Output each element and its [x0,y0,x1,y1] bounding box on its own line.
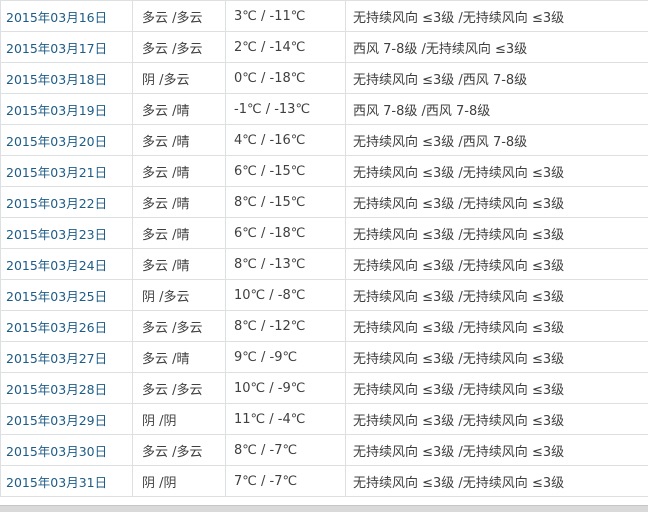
wind-cell: 无持续风向 ≤3级 /无持续风向 ≤3级 [345,465,648,497]
wind-cell: 无持续风向 ≤3级 /无持续风向 ≤3级 [345,0,648,32]
table-row: 2015年03月31日 阴 /阴 7℃ / -7℃ 无持续风向 ≤3级 /无持续… [0,465,648,497]
date-link[interactable]: 2015年03月25日 [6,288,108,304]
date-cell: 2015年03月16日 [0,0,133,32]
date-cell: 2015年03月30日 [0,434,133,466]
wind-cell: 无持续风向 ≤3级 /无持续风向 ≤3级 [345,341,648,373]
temperature-cell: 10℃ / -9℃ [225,372,346,404]
date-cell: 2015年03月27日 [0,341,133,373]
wind-cell: 无持续风向 ≤3级 /无持续风向 ≤3级 [345,186,648,218]
date-link[interactable]: 2015年03月20日 [6,133,108,149]
wind-cell: 无持续风向 ≤3级 /无持续风向 ≤3级 [345,279,648,311]
date-cell: 2015年03月28日 [0,372,133,404]
date-link[interactable]: 2015年03月23日 [6,226,108,242]
temperature-cell: 8℃ / -7℃ [225,434,346,466]
table-row: 2015年03月21日 多云 /晴 6℃ / -15℃ 无持续风向 ≤3级 /无… [0,155,648,187]
date-link[interactable]: 2015年03月27日 [6,350,108,366]
temperature-cell: 2℃ / -14℃ [225,31,346,63]
date-link[interactable]: 2015年03月24日 [6,257,108,273]
weather-cell: 多云 /多云 [132,31,226,63]
wind-cell: 无持续风向 ≤3级 /无持续风向 ≤3级 [345,248,648,280]
table-row: 2015年03月19日 多云 /晴 -1℃ / -13℃ 西风 7-8级 /西风… [0,93,648,125]
weather-cell: 多云 /晴 [132,124,226,156]
wind-cell: 西风 7-8级 /西风 7-8级 [345,93,648,125]
weather-cell: 阴 /多云 [132,62,226,94]
weather-cell: 多云 /晴 [132,186,226,218]
date-cell: 2015年03月31日 [0,465,133,497]
date-cell: 2015年03月26日 [0,310,133,342]
table-row: 2015年03月29日 阴 /阴 11℃ / -4℃ 无持续风向 ≤3级 /无持… [0,403,648,435]
table-row: 2015年03月24日 多云 /晴 8℃ / -13℃ 无持续风向 ≤3级 /无… [0,248,648,280]
date-cell: 2015年03月20日 [0,124,133,156]
table-row: 2015年03月18日 阴 /多云 0℃ / -18℃ 无持续风向 ≤3级 /西… [0,62,648,94]
date-cell: 2015年03月23日 [0,217,133,249]
weather-cell: 多云 /晴 [132,341,226,373]
date-link[interactable]: 2015年03月16日 [6,9,108,25]
temperature-cell: 7℃ / -7℃ [225,465,346,497]
wind-cell: 西风 7-8级 /无持续风向 ≤3级 [345,31,648,63]
bottom-edge-bar [0,505,648,512]
temperature-cell: 6℃ / -15℃ [225,155,346,187]
temperature-cell: 9℃ / -9℃ [225,341,346,373]
date-link[interactable]: 2015年03月30日 [6,443,108,459]
weather-cell: 多云 /多云 [132,434,226,466]
temperature-cell: 11℃ / -4℃ [225,403,346,435]
date-cell: 2015年03月22日 [0,186,133,218]
table-row: 2015年03月26日 多云 /多云 8℃ / -12℃ 无持续风向 ≤3级 /… [0,310,648,342]
wind-cell: 无持续风向 ≤3级 /无持续风向 ≤3级 [345,310,648,342]
date-cell: 2015年03月29日 [0,403,133,435]
table-row: 2015年03月22日 多云 /晴 8℃ / -15℃ 无持续风向 ≤3级 /无… [0,186,648,218]
temperature-cell: 0℃ / -18℃ [225,62,346,94]
date-link[interactable]: 2015年03月31日 [6,474,108,490]
date-cell: 2015年03月25日 [0,279,133,311]
weather-cell: 多云 /多云 [132,0,226,32]
date-link[interactable]: 2015年03月18日 [6,71,108,87]
date-link[interactable]: 2015年03月17日 [6,40,108,56]
table-row: 2015年03月20日 多云 /晴 4℃ / -16℃ 无持续风向 ≤3级 /西… [0,124,648,156]
temperature-cell: 8℃ / -12℃ [225,310,346,342]
wind-cell: 无持续风向 ≤3级 /西风 7-8级 [345,124,648,156]
weather-cell: 多云 /晴 [132,217,226,249]
wind-cell: 无持续风向 ≤3级 /无持续风向 ≤3级 [345,403,648,435]
table-row: 2015年03月28日 多云 /多云 10℃ / -9℃ 无持续风向 ≤3级 /… [0,372,648,404]
weather-history-table: 2015年03月16日 多云 /多云 3℃ / -11℃ 无持续风向 ≤3级 /… [0,0,648,497]
date-cell: 2015年03月19日 [0,93,133,125]
weather-cell: 阴 /阴 [132,465,226,497]
date-link[interactable]: 2015年03月21日 [6,164,108,180]
date-cell: 2015年03月24日 [0,248,133,280]
date-link[interactable]: 2015年03月26日 [6,319,108,335]
date-link[interactable]: 2015年03月29日 [6,412,108,428]
date-cell: 2015年03月18日 [0,62,133,94]
temperature-cell: 10℃ / -8℃ [225,279,346,311]
table-row: 2015年03月25日 阴 /多云 10℃ / -8℃ 无持续风向 ≤3级 /无… [0,279,648,311]
temperature-cell: 4℃ / -16℃ [225,124,346,156]
table-row: 2015年03月23日 多云 /晴 6℃ / -18℃ 无持续风向 ≤3级 /无… [0,217,648,249]
wind-cell: 无持续风向 ≤3级 /无持续风向 ≤3级 [345,217,648,249]
date-cell: 2015年03月21日 [0,155,133,187]
table-row: 2015年03月30日 多云 /多云 8℃ / -7℃ 无持续风向 ≤3级 /无… [0,434,648,466]
weather-cell: 多云 /多云 [132,310,226,342]
weather-cell: 多云 /晴 [132,155,226,187]
weather-cell: 多云 /多云 [132,372,226,404]
date-link[interactable]: 2015年03月28日 [6,381,108,397]
wind-cell: 无持续风向 ≤3级 /西风 7-8级 [345,62,648,94]
weather-cell: 多云 /晴 [132,248,226,280]
temperature-cell: 8℃ / -13℃ [225,248,346,280]
weather-cell: 阴 /阴 [132,403,226,435]
table-row: 2015年03月16日 多云 /多云 3℃ / -11℃ 无持续风向 ≤3级 /… [0,0,648,32]
wind-cell: 无持续风向 ≤3级 /无持续风向 ≤3级 [345,372,648,404]
date-link[interactable]: 2015年03月19日 [6,102,108,118]
table-row: 2015年03月17日 多云 /多云 2℃ / -14℃ 西风 7-8级 /无持… [0,31,648,63]
temperature-cell: 3℃ / -11℃ [225,0,346,32]
weather-cell: 多云 /晴 [132,93,226,125]
temperature-cell: 6℃ / -18℃ [225,217,346,249]
date-link[interactable]: 2015年03月22日 [6,195,108,211]
table-row: 2015年03月27日 多云 /晴 9℃ / -9℃ 无持续风向 ≤3级 /无持… [0,341,648,373]
weather-table-body: 2015年03月16日 多云 /多云 3℃ / -11℃ 无持续风向 ≤3级 /… [0,0,648,497]
wind-cell: 无持续风向 ≤3级 /无持续风向 ≤3级 [345,434,648,466]
temperature-cell: 8℃ / -15℃ [225,186,346,218]
temperature-cell: -1℃ / -13℃ [225,93,346,125]
weather-cell: 阴 /多云 [132,279,226,311]
wind-cell: 无持续风向 ≤3级 /无持续风向 ≤3级 [345,155,648,187]
date-cell: 2015年03月17日 [0,31,133,63]
